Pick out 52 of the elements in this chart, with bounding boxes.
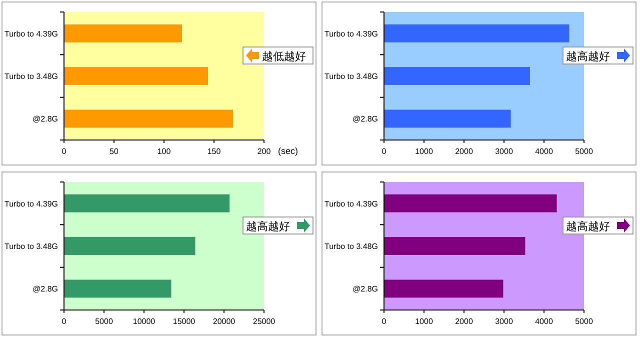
x-tick-label: 2000 (455, 317, 474, 326)
annotation: 越高越好 (246, 220, 290, 233)
x-tick-label: 5000 (95, 317, 114, 326)
y-tick-label: Turbo to 3.48G (324, 242, 378, 251)
bar (384, 24, 570, 42)
x-tick-label: 50 (110, 147, 119, 156)
x-tick-label: 20000 (212, 317, 236, 326)
x-tick-label: 5000 (575, 317, 594, 326)
bar (64, 24, 182, 42)
y-tick-label: @2.8G (32, 284, 58, 294)
bar (384, 194, 557, 212)
y-tick-label: Turbo to 4.39G (4, 29, 58, 38)
bar (64, 110, 233, 128)
bar (64, 194, 230, 212)
bar (384, 110, 511, 128)
y-tick-label: Turbo to 4.39G (324, 29, 378, 38)
bar (384, 67, 530, 85)
bar (384, 280, 504, 298)
y-tick-label: Turbo to 3.48G (4, 72, 58, 81)
x-tick-label: 4000 (535, 317, 554, 326)
x-tick-label: 5000 (575, 147, 594, 156)
bar (64, 67, 208, 85)
x-tick-label: 3000 (495, 147, 514, 156)
x-tick-label: 1000 (415, 317, 434, 326)
x-axis-title: (sec) (278, 146, 298, 156)
annotation: 越高越好 (566, 220, 610, 233)
y-tick-label: Turbo to 4.39G (4, 199, 58, 208)
y-tick-label: @2.8G (32, 114, 58, 124)
x-tick-label: 200 (257, 147, 272, 156)
x-tick-label: 0 (382, 147, 387, 156)
x-tick-label: 0 (62, 317, 67, 326)
x-tick-label: 0 (382, 317, 387, 326)
x-tick-label: 150 (207, 147, 222, 156)
x-tick-label: 15000 (172, 317, 196, 326)
x-tick-label: 0 (62, 147, 67, 156)
bar (64, 280, 172, 298)
x-tick-label: 4000 (535, 147, 554, 156)
y-tick-label: @2.8G (352, 284, 378, 294)
annotation: 越低越好 (262, 50, 306, 63)
x-tick-label: 25000 (252, 317, 276, 326)
bar (384, 237, 526, 255)
x-tick-label: 1000 (415, 147, 434, 156)
y-tick-label: @2.8G (352, 114, 378, 124)
x-tick-label: 3000 (495, 317, 514, 326)
bar (64, 237, 196, 255)
y-tick-label: Turbo to 4.39G (324, 199, 378, 208)
x-tick-label: 10000 (132, 317, 156, 326)
x-tick-label: 100 (157, 147, 172, 156)
annotation: 越高越好 (566, 50, 610, 63)
y-tick-label: Turbo to 3.48G (324, 72, 378, 81)
y-tick-label: Turbo to 3.48G (4, 242, 58, 251)
x-tick-label: 2000 (455, 147, 474, 156)
